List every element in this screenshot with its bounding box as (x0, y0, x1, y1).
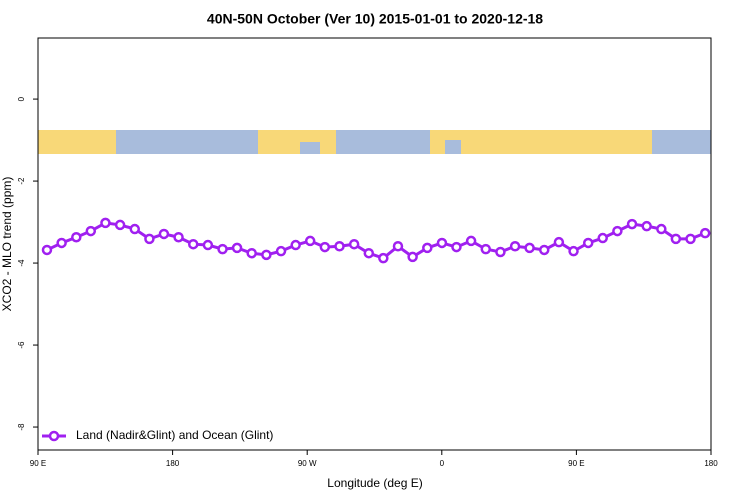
data-point (202, 239, 214, 251)
data-point (158, 228, 170, 240)
ocean (300, 142, 320, 154)
legend-marker (48, 430, 60, 442)
data-point (699, 227, 711, 239)
data-point (334, 241, 345, 252)
chart-title: 40N-50N October (Ver 10) 2015-01-01 to 2… (207, 11, 543, 27)
y-tick-label: -6 (17, 341, 26, 349)
data-point (261, 249, 272, 261)
data-point (641, 220, 652, 232)
data-point (246, 247, 257, 259)
data-point (465, 235, 477, 247)
data-point (612, 225, 623, 237)
map-strip (38, 130, 711, 154)
data-point (656, 223, 667, 235)
data-point (173, 231, 184, 243)
data-point (217, 243, 228, 255)
x-axis-label: Longitude (deg E) (327, 476, 422, 490)
data-point (538, 244, 550, 256)
data-point (290, 239, 301, 251)
land (38, 130, 116, 154)
x-tick-label: 90 E (30, 459, 46, 468)
data-point (685, 233, 696, 245)
ocean (445, 140, 461, 154)
data-point (626, 218, 638, 230)
data-point (495, 246, 506, 258)
data-point (144, 233, 155, 245)
data-point (114, 219, 126, 231)
land (430, 130, 652, 154)
data-point (348, 238, 360, 250)
plot-frame (37, 37, 712, 451)
data-point (187, 238, 199, 250)
data-point (319, 241, 331, 253)
data-point (524, 242, 535, 254)
data-point (392, 241, 404, 252)
data-point (85, 225, 97, 237)
data-point (71, 231, 82, 243)
data-point (100, 217, 111, 229)
data-point (129, 223, 141, 235)
data-point (407, 251, 418, 263)
data-point (553, 236, 565, 248)
y-tick-label: -2 (17, 177, 26, 185)
data-point (480, 243, 492, 255)
y-tick-label: -8 (17, 423, 26, 431)
x-tick-label: 0 (440, 459, 445, 468)
data-point (41, 244, 53, 256)
data-point (275, 245, 287, 257)
data-point (597, 232, 608, 244)
data-point (582, 237, 594, 249)
data-point (509, 241, 521, 252)
y-tick-label: 0 (17, 96, 26, 101)
data-point (436, 237, 448, 249)
y-tick-label: -4 (17, 259, 26, 267)
x-tick-label: 180 (166, 459, 180, 468)
land (258, 130, 336, 154)
data-point (56, 237, 67, 249)
data-point (363, 247, 375, 259)
x-tick-label: 180 (704, 459, 718, 468)
x-tick-label: 90 W (298, 459, 317, 468)
data-point (568, 245, 579, 257)
legend-label: Land (Nadir&Glint) and Ocean (Glint) (76, 428, 273, 442)
series-line (46, 221, 706, 260)
y-axis-label: XCO2 - MLO trend (ppm) (0, 177, 14, 312)
x-tick-label: 90 E (568, 459, 584, 468)
data-point (378, 252, 389, 264)
data-point (304, 235, 316, 247)
data-point (670, 233, 682, 245)
data-point (231, 242, 243, 254)
data-point (451, 241, 462, 253)
data-point (422, 242, 433, 254)
